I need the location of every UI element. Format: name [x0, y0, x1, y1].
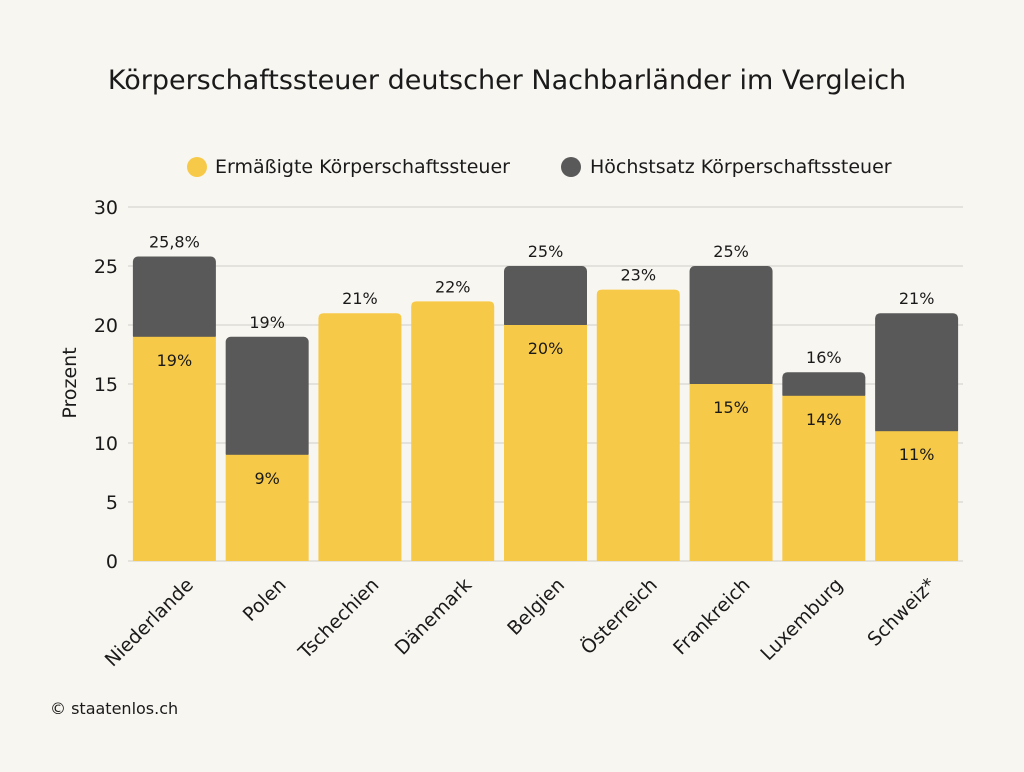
bar-segment-reduced	[875, 431, 959, 561]
bar-segment-label: 9%	[254, 469, 279, 488]
y-axis-ticks: 0 5 10 15 20 25 30	[94, 197, 118, 573]
chart-title: Körperschaftssteuer deutscher Nachbarlän…	[108, 65, 906, 96]
bar-segment-label: 11%	[899, 445, 935, 464]
bar-segment-reduced	[689, 384, 773, 561]
x-tick-label: Belgien	[503, 574, 569, 640]
x-tick-label: Niederlande	[101, 574, 198, 671]
bar-total-label: 23%	[620, 266, 656, 285]
bar-segment-max	[782, 372, 866, 400]
bar-segment-reduced	[596, 289, 680, 561]
legend-swatch-max	[561, 157, 581, 177]
x-axis-ticks: Niederlande Polen Tschechien Dänemark Belgie…	[101, 573, 940, 671]
bar-total-label: 21%	[342, 289, 378, 308]
bar-total-label: 25%	[528, 242, 564, 261]
y-tick-label: 15	[94, 374, 118, 396]
y-tick-label: 25	[94, 256, 118, 278]
bar-total-label: 19%	[249, 313, 285, 332]
bar-segment-max	[689, 266, 773, 388]
legend-swatch-reduced	[187, 157, 207, 177]
bar-total-label: 22%	[435, 277, 471, 296]
bar-segment-label: 20%	[528, 339, 564, 358]
bar-segment-label: 15%	[713, 398, 749, 417]
x-tick-label: Tschechien	[294, 574, 384, 664]
legend-label-max: Höchstsatz Körperschaftssteuer	[590, 156, 892, 178]
bar-segment-max	[504, 266, 587, 329]
bar-segment-reduced	[318, 313, 402, 561]
bar-segment-max	[132, 256, 216, 341]
x-tick-label: Polen	[239, 574, 291, 626]
bar-total-label: 16%	[806, 348, 842, 367]
bar-segment-reduced	[504, 325, 587, 561]
bar-segment-label: 14%	[806, 410, 842, 429]
y-tick-label: 10	[94, 433, 118, 455]
y-axis-label: Prozent	[59, 347, 81, 418]
y-tick-label: 0	[106, 551, 118, 573]
bar-segment-max	[875, 313, 959, 436]
legend: Ermäßigte Körperschaftssteuer Höchstsatz…	[187, 156, 892, 178]
y-tick-label: 5	[106, 492, 118, 514]
x-tick-label: Luxemburg	[756, 574, 847, 665]
bar-total-label: 25%	[713, 242, 749, 261]
copyright: © staatenlos.ch	[50, 699, 178, 718]
bar-segment-reduced	[132, 336, 216, 561]
x-tick-label: Frankreich	[669, 574, 754, 659]
bar-segment-max	[225, 336, 309, 459]
bars	[132, 256, 959, 561]
x-tick-label: Österreich	[576, 573, 662, 659]
legend-label-reduced: Ermäßigte Körperschaftssteuer	[215, 156, 510, 178]
x-tick-label: Dänemark	[391, 574, 477, 660]
bar-total-label: 21%	[899, 289, 935, 308]
value-labels: 25,8% 19% 19% 9% 21% 22% 25% 20% 23% 25% 15% 16% 14%…	[149, 233, 934, 488]
x-tick-label: Schweiz*	[863, 574, 940, 651]
bar-segment-reduced	[225, 454, 309, 561]
bar-segment-reduced	[782, 395, 866, 561]
y-tick-label: 30	[94, 197, 118, 219]
y-tick-label: 20	[94, 315, 118, 337]
bar-total-label: 25,8%	[149, 233, 200, 252]
bar-segment-reduced	[411, 301, 495, 561]
bar-segment-label: 19%	[157, 351, 193, 370]
